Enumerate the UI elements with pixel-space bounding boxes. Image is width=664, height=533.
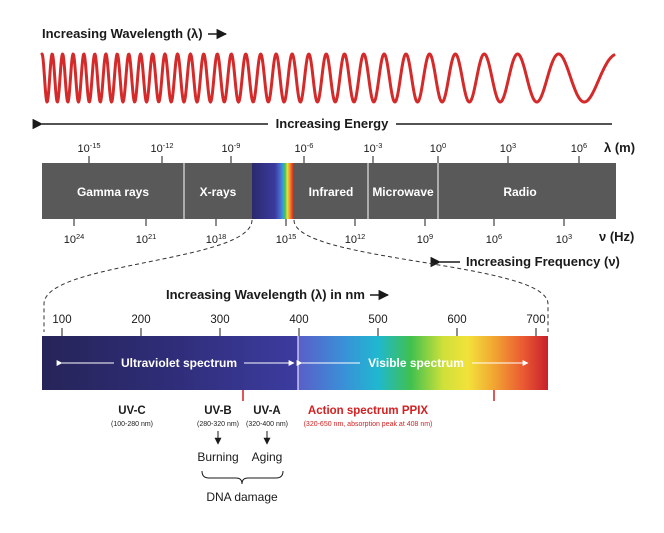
nm-tick-label: 600 [447, 314, 466, 326]
uva-effect: Aging [252, 450, 283, 464]
wavelength-tick-label: 103 [500, 141, 516, 155]
frequency-tick-label: 103 [556, 232, 572, 246]
band-infrared: Infrared [309, 185, 354, 199]
increasing-energy-label: Increasing Energy [276, 116, 389, 131]
action-spectrum-range: (320-650 nm, absorption peak at 408 nm) [304, 421, 433, 428]
nm-tick-label: 500 [368, 314, 387, 326]
frequency-tick-label: 106 [486, 232, 502, 246]
nm-tick-label: 200 [131, 314, 150, 326]
nm-tick-label: 100 [52, 314, 71, 326]
dna-damage-group: DNA damage [201, 470, 284, 504]
action-spectrum-title: Action spectrum PPIX [308, 405, 428, 417]
visible-spectrum-label: Visible spectrum [368, 356, 464, 370]
uvb-title: UV-B [204, 405, 231, 417]
wavelength-unit-label: λ (m) [604, 140, 635, 155]
frequency-unit-label: ν (Hz) [599, 229, 634, 244]
ultraviolet-spectrum-label: Ultraviolet spectrum [121, 356, 237, 370]
nm-header: Increasing Wavelength (λ) in nm [166, 287, 390, 302]
wavelength-tick-label: 10-6 [295, 141, 314, 155]
wavelength-tick-label: 10-15 [77, 141, 100, 155]
increasing-wavelength-label: Increasing Wavelength (λ) [42, 26, 203, 41]
frequency-tick-label: 109 [417, 232, 433, 246]
spectrum-bar-left [42, 163, 252, 219]
uvb-annotation: UV-B (280-320 nm) Burning [197, 405, 239, 464]
wavelength-wave [40, 52, 616, 104]
wavelength-tick-label: 100 [430, 141, 446, 155]
energy-arrow-group: Increasing Energy [32, 116, 612, 131]
band-x-rays: X-rays [200, 185, 237, 199]
wavelength-tick-label: 10-3 [364, 141, 383, 155]
spectrum-bar: Gamma rays X-rays Infrared Microwave Rad… [42, 163, 616, 219]
band-microwave: Microwave [372, 185, 434, 199]
action-spectrum-annotation: Action spectrum PPIX (320-650 nm, absorp… [304, 405, 433, 428]
nm-tick-label: 300 [210, 314, 229, 326]
frequency-tick-label: 1018 [206, 232, 227, 246]
wavelength-scale: 10-15 10-12 10-9 10-6 10-3 100 103 106 [77, 141, 587, 163]
zoom-curve-right [293, 219, 549, 332]
frequency-tick-label: 1012 [345, 232, 366, 246]
frequency-tick-label: 1015 [276, 232, 297, 246]
uvc-annotation: UV-C (100-280 nm) [111, 405, 153, 428]
nm-tick-label: 700 [526, 314, 545, 326]
frequency-tick-label: 1024 [64, 232, 85, 246]
frequency-tick-label: 1021 [136, 232, 157, 246]
spectrum-bar-visible-uv [252, 163, 294, 219]
uva-title: UV-A [253, 405, 280, 417]
uvb-effect: Burning [197, 450, 238, 464]
detail-spectrum-bar: Ultraviolet spectrum Visible spectrum [42, 336, 548, 390]
uva-range: (320-400 nm) [246, 421, 288, 428]
band-gamma-rays: Gamma rays [77, 185, 149, 199]
spectrum-bar-right [294, 163, 616, 219]
wavelength-tick-label: 10-12 [150, 141, 173, 155]
uva-annotation: UV-A (320-400 nm) Aging [246, 405, 288, 464]
wavelength-nm-label: Increasing Wavelength (λ) in nm [166, 287, 365, 302]
wavelength-tick-label: 10-9 [222, 141, 241, 155]
nm-scale: 100 200 300 400 500 600 700 [52, 314, 546, 336]
wavelength-tick-label: 106 [571, 141, 587, 155]
band-radio: Radio [503, 185, 536, 199]
uvb-range: (280-320 nm) [197, 421, 239, 428]
dna-damage-label: DNA damage [206, 490, 278, 504]
uvc-range: (100-280 nm) [111, 421, 153, 428]
wavelength-header: Increasing Wavelength (λ) [42, 26, 228, 41]
dna-damage-brace [201, 470, 284, 485]
nm-tick-label: 400 [289, 314, 308, 326]
increasing-frequency-label: Increasing Frequency (ν) [466, 254, 620, 269]
zoom-connector [43, 219, 549, 332]
frequency-arrow-group: Increasing Frequency (ν) [430, 254, 620, 269]
uvc-title: UV-C [118, 405, 145, 417]
frequency-scale: 1024 1021 1018 1015 1012 109 106 103 [64, 219, 572, 246]
